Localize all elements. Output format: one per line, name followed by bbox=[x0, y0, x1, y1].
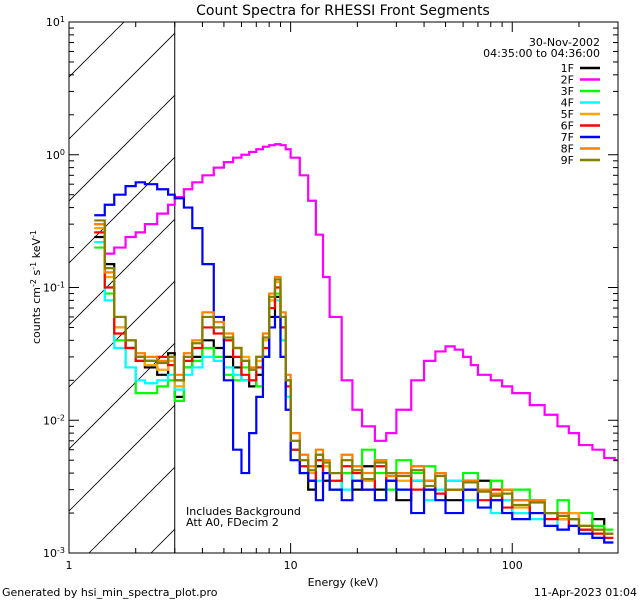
y-tick-label: 101 bbox=[46, 15, 65, 30]
annotation-line-1: Includes Background bbox=[186, 505, 301, 518]
y-tick-label: 10-1 bbox=[43, 280, 65, 295]
hatch-line bbox=[461, 0, 640, 553]
legend-label-8F: 8F bbox=[561, 143, 574, 156]
hatch-line bbox=[69, 404, 175, 512]
series-line-8F bbox=[94, 223, 614, 535]
x-tick-label: 100 bbox=[502, 559, 523, 572]
hatch-line bbox=[88, 466, 175, 553]
hatch-line bbox=[69, 156, 175, 264]
hatch-line bbox=[69, 32, 175, 140]
legend-label-5F: 5F bbox=[561, 108, 574, 121]
legend-label-1F: 1F bbox=[561, 62, 574, 75]
y-tick-label: 10-2 bbox=[43, 413, 65, 428]
footer-right: 11-Apr-2023 01:04 bbox=[534, 586, 637, 599]
legend-label-3F: 3F bbox=[561, 85, 574, 98]
series-line-4F bbox=[94, 240, 614, 544]
axis-ticks: 1 10 100 10-3 10-2 10-1 100 101 bbox=[43, 15, 619, 572]
legend-label-2F: 2F bbox=[561, 74, 574, 87]
x-tick-label: 1 bbox=[66, 559, 73, 572]
hatch-line bbox=[523, 0, 640, 553]
footer-left: Generated by hsi_min_spectra_plot.pro bbox=[2, 586, 218, 599]
series-line-3F bbox=[94, 246, 614, 531]
legend-label-4F: 4F bbox=[561, 97, 574, 110]
series-group bbox=[94, 143, 618, 544]
series-line-7F bbox=[94, 181, 614, 544]
annotation-line-2: Att A0, FDecim 2 bbox=[186, 516, 279, 529]
y-tick-label: 100 bbox=[46, 147, 65, 162]
hatch-line bbox=[585, 0, 640, 553]
series-line-6F bbox=[94, 231, 614, 539]
hatch-line bbox=[69, 22, 125, 78]
hatch-line bbox=[0, 0, 91, 553]
x-axis-label: Energy (keV) bbox=[308, 576, 379, 589]
legend-date: 30-Nov-2002 bbox=[529, 36, 600, 49]
series-line-1F bbox=[94, 235, 614, 535]
hatch-line bbox=[0, 0, 29, 553]
chart-title: Count Spectra for RHESSI Front Segments bbox=[196, 3, 490, 19]
series-line-2F bbox=[94, 143, 618, 462]
legend-label-9F: 9F bbox=[561, 154, 574, 167]
y-tick-label: 10-3 bbox=[43, 546, 65, 561]
x-tick-label: 10 bbox=[284, 559, 298, 572]
legend-label-6F: 6F bbox=[561, 120, 574, 133]
hatch-line bbox=[337, 0, 640, 553]
hatch-line bbox=[69, 342, 175, 450]
legend-time: 04:35:00 to 04:36:00 bbox=[483, 47, 600, 60]
hatch-line bbox=[69, 218, 175, 326]
series-line-9F bbox=[94, 219, 614, 535]
legend-label-7F: 7F bbox=[561, 131, 574, 144]
hatched-region bbox=[0, 0, 640, 553]
y-axis-label: counts cm-2 s-1 keV-1 bbox=[29, 230, 44, 344]
